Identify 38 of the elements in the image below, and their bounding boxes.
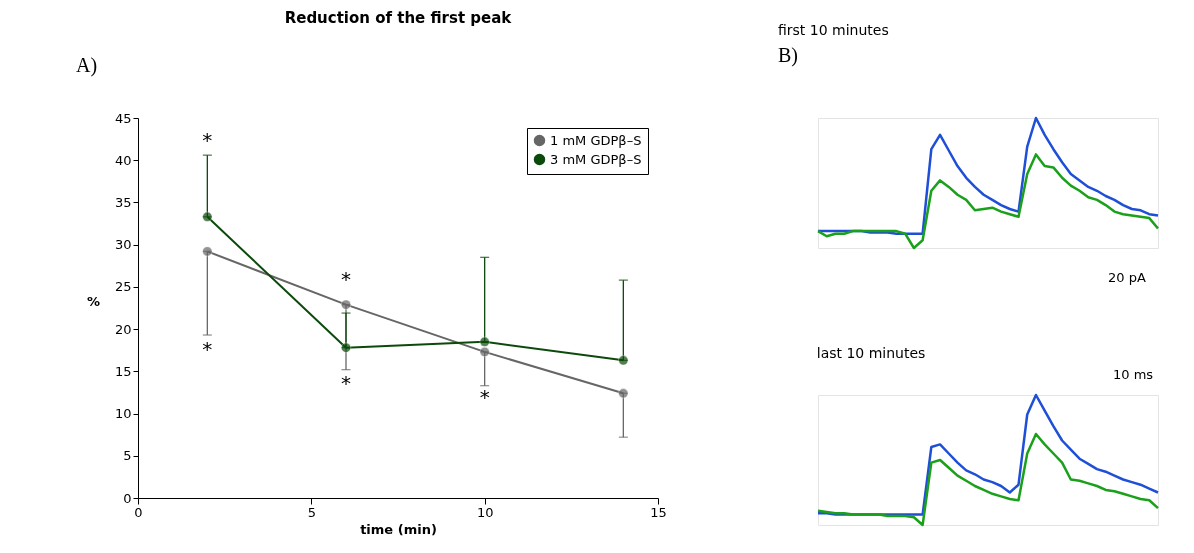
text: 10 ms <box>1113 367 1154 382</box>
legend-label: 3 mM GDPβ–S <box>550 151 642 167</box>
y-tick-label: 25 <box>114 279 132 295</box>
x-axis-title: time (min) <box>360 521 437 537</box>
y-tick-label: 30 <box>114 237 132 253</box>
x-tick-label: 15 <box>650 504 667 520</box>
annotation: * <box>341 267 351 292</box>
point <box>341 299 351 310</box>
point <box>479 346 490 357</box>
y-tick-label: 15 <box>114 363 132 379</box>
chart-title: Reduction of the first peak <box>284 9 513 27</box>
annotation: * <box>341 371 351 395</box>
x-tick-label: 5 <box>307 504 316 520</box>
y-tick-label: 10 <box>114 406 132 422</box>
y-axis-title: % <box>86 293 101 309</box>
y-tick-label: 5 <box>123 448 132 464</box>
annotation: * <box>202 127 213 152</box>
y-tick-label: 45 <box>114 110 132 126</box>
x-tick-label: 0 <box>134 504 143 520</box>
text: B) <box>778 44 798 67</box>
annotation: * <box>202 337 213 362</box>
text: 20 pA <box>1108 270 1146 285</box>
y-tick-label: 0 <box>123 490 132 506</box>
legend-label: 1 mM GDPβ–S <box>550 132 642 148</box>
chart-title: last 10 minutes <box>816 345 926 361</box>
text: A) <box>76 54 98 77</box>
point <box>618 388 629 399</box>
annotation: * <box>479 385 490 410</box>
chart-title: first 10 minutes <box>778 22 889 38</box>
x-tick-label: 10 <box>476 504 494 520</box>
y-tick-label: 40 <box>114 152 132 168</box>
point <box>202 211 213 222</box>
y-tick-label: 35 <box>114 194 132 210</box>
point <box>341 342 351 353</box>
y-tick-label: 20 <box>114 321 132 337</box>
point <box>202 246 213 257</box>
point <box>479 336 490 347</box>
point <box>618 355 629 366</box>
